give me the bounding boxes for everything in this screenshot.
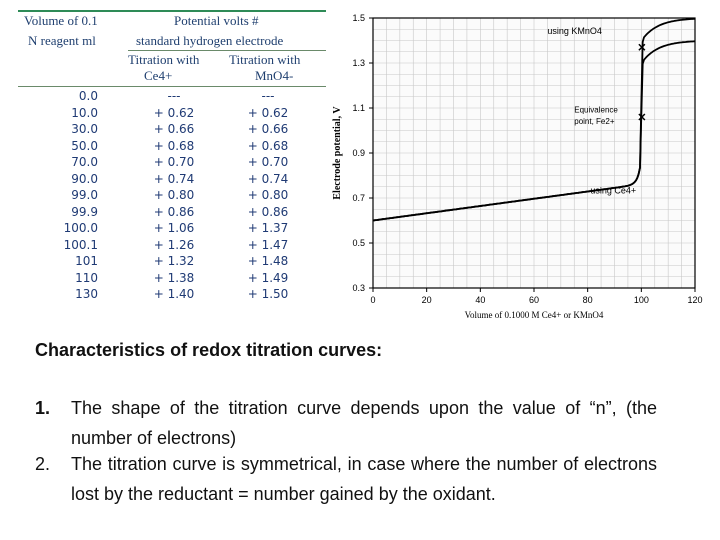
table-top-border bbox=[18, 10, 326, 12]
titration-curve-chart: 0.3 0.5 0.7 0.9 1.1 1.3 1.5 0 20 40 60 80 100 120 Volu… bbox=[330, 8, 720, 326]
table-cell: + 1.47 bbox=[247, 237, 289, 252]
y-tick-label: 1.1 bbox=[352, 103, 365, 113]
table-cell: + 0.74 bbox=[153, 171, 195, 186]
header-divider-potential bbox=[128, 50, 326, 51]
table-cell: 0.0 bbox=[78, 89, 98, 103]
header-volume-line2: N reagent ml bbox=[28, 33, 96, 48]
table-cell: + 0.70 bbox=[247, 155, 289, 169]
point-1-text: The shape of the titration curve depends… bbox=[71, 398, 657, 448]
y-tick-label: 0.7 bbox=[352, 193, 365, 203]
x-tick-label: 60 bbox=[529, 295, 539, 305]
header-kmno4-line1: Titration with bbox=[229, 52, 301, 67]
header-volume-line1: Volume of 0.1 bbox=[24, 13, 98, 28]
table-cell: + 0.68 bbox=[153, 138, 195, 153]
table-cell: + 1.50 bbox=[247, 287, 289, 301]
table-cell: + 0.80 bbox=[153, 188, 195, 202]
equivalence-annotation-line1: Equivalence bbox=[574, 106, 618, 115]
table-cell: 50.0 bbox=[71, 138, 98, 153]
header-potential-line2: standard hydrogen electrode bbox=[136, 33, 284, 48]
table-cell: 101 bbox=[75, 254, 98, 268]
equivalence-marker-kmno4 bbox=[638, 43, 646, 51]
table-cell: 30.0 bbox=[71, 122, 98, 136]
x-tick-label: 40 bbox=[475, 295, 485, 305]
table-cell: + 1.32 bbox=[153, 254, 195, 268]
x-tick-label: 80 bbox=[583, 295, 593, 305]
table-cell: + 1.49 bbox=[247, 270, 289, 285]
caption-title: Characteristics of redox titration curve… bbox=[35, 340, 383, 360]
table-cell: + 0.62 bbox=[247, 105, 289, 120]
y-tick-label: 1.3 bbox=[352, 58, 365, 68]
x-tick-label: 20 bbox=[422, 295, 432, 305]
table-cell: + 1.48 bbox=[247, 254, 289, 268]
characteristic-point-1: 1. The shape of the titration curve depe… bbox=[35, 393, 657, 453]
table-cell: 70.0 bbox=[71, 155, 98, 169]
point-2-number: 2. bbox=[35, 454, 51, 474]
table-cell: + 1.06 bbox=[153, 221, 195, 235]
y-tick-label: 0.5 bbox=[352, 238, 365, 248]
table-cell: + 0.86 bbox=[153, 204, 195, 219]
table-cell: + 0.62 bbox=[153, 105, 195, 120]
table-cell: + 0.68 bbox=[247, 138, 289, 153]
series-label-kmno4: using KMnO4 bbox=[547, 26, 602, 36]
table-cell: --- bbox=[261, 89, 275, 103]
header-ce-line1: Titration with bbox=[128, 52, 200, 67]
equivalence-annotation-line2: point, Fe2+ bbox=[574, 117, 615, 126]
y-tick-label: 1.5 bbox=[352, 13, 365, 23]
table-cell: 99.9 bbox=[71, 204, 98, 219]
y-tick-label: 0.9 bbox=[352, 148, 365, 158]
header-kmno4-line2: MnO4- bbox=[255, 68, 294, 83]
table-cell: 100.1 bbox=[63, 237, 98, 252]
x-tick-label: 120 bbox=[687, 295, 702, 305]
table-cell: + 0.70 bbox=[153, 155, 195, 169]
table-cell: 99.0 bbox=[71, 188, 98, 202]
characteristic-point-2: 2. The titration curve is symmetrical, i… bbox=[35, 449, 657, 509]
equivalence-marker-ce bbox=[638, 113, 646, 121]
table-cell: + 0.86 bbox=[247, 204, 289, 219]
table-cell: 90.0 bbox=[71, 171, 98, 186]
table-cell: 130 bbox=[75, 287, 98, 301]
table-cell: + 1.38 bbox=[153, 270, 195, 285]
chart-svg: 0.3 0.5 0.7 0.9 1.1 1.3 1.5 0 20 40 60 80 100 120 Volu… bbox=[332, 13, 703, 320]
table-cell: + 1.40 bbox=[153, 287, 195, 301]
y-tick-label: 0.3 bbox=[352, 283, 365, 293]
table-cell: --- bbox=[167, 89, 181, 103]
table-cell: + 0.74 bbox=[247, 171, 289, 186]
x-tick-label: 0 bbox=[370, 295, 375, 305]
table-cell: + 0.66 bbox=[153, 122, 195, 136]
x-tick-label: 100 bbox=[634, 295, 649, 305]
titration-data-table: Volume of 0.1 N reagent ml Potential vol… bbox=[18, 10, 326, 315]
table-cell: 10.0 bbox=[71, 105, 98, 120]
table-cell: + 1.26 bbox=[153, 237, 195, 252]
table-cell: 110 bbox=[75, 270, 98, 285]
x-axis-label: Volume of 0.1000 M Ce4+ or KMnO4 bbox=[465, 310, 604, 320]
table-cell: + 0.80 bbox=[247, 188, 289, 202]
point-1-number: 1. bbox=[35, 398, 51, 418]
header-bottom-border bbox=[18, 86, 326, 87]
y-axis-label: Electrode potential, V bbox=[332, 106, 343, 200]
table-cell: 100.0 bbox=[63, 221, 98, 235]
series-label-ce: using Ce4+ bbox=[590, 186, 636, 196]
table-cell: + 1.37 bbox=[247, 221, 289, 235]
point-2-text: The titration curve is symmetrical, in c… bbox=[71, 454, 657, 504]
table-cell: + 0.66 bbox=[247, 122, 289, 136]
header-ce-line2: Ce4+ bbox=[144, 68, 173, 83]
header-potential-line1: Potential volts # bbox=[174, 13, 259, 28]
